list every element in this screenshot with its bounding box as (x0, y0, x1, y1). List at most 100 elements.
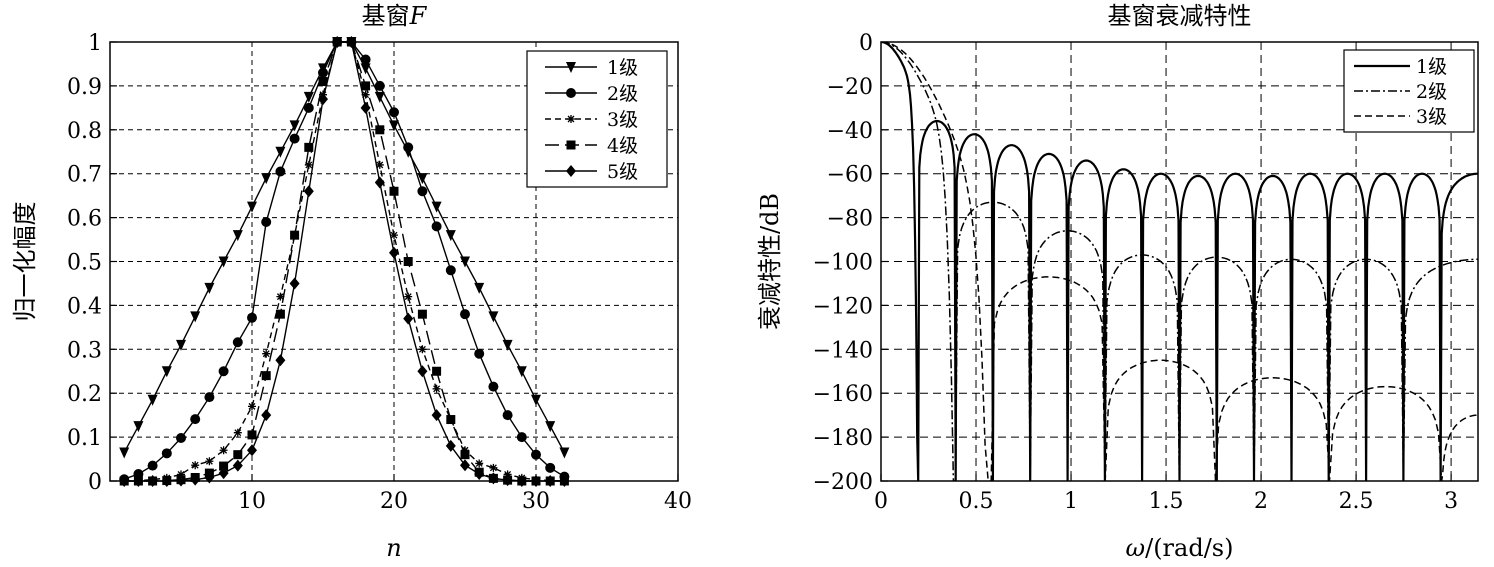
data-point-5 (460, 459, 470, 472)
x-tick-label: 0 (874, 489, 888, 514)
y-tick-label: −20 (827, 75, 873, 100)
data-point-4 (446, 415, 456, 425)
data-point-4 (361, 81, 371, 91)
series-line-1 (881, 42, 1478, 481)
chart-title: 基窗衰减特性 (1108, 2, 1252, 30)
legend-label-1: 1级 (1416, 56, 1447, 78)
data-point-5 (190, 473, 201, 486)
data-point-3 (361, 90, 370, 99)
data-point-2 (261, 216, 272, 227)
y-tick-label: 0.3 (67, 338, 102, 363)
x-tick-label: 1.5 (1149, 489, 1184, 514)
data-point-1 (389, 120, 399, 132)
legend-marker-5 (566, 165, 576, 177)
data-point-5 (389, 246, 399, 259)
legend-marker-1 (566, 62, 576, 73)
data-point-1 (218, 256, 229, 268)
y-axis-label: 归一化幅度 (11, 202, 39, 322)
data-point-1 (531, 394, 541, 406)
data-point-2 (488, 381, 499, 392)
legend-label-3: 3级 (1416, 106, 1447, 128)
data-point-2 (147, 460, 158, 471)
data-point-2 (516, 432, 527, 443)
data-point-4 (389, 186, 399, 196)
x-axis-label: n (386, 534, 401, 562)
data-point-2 (431, 221, 442, 232)
data-point-5 (289, 277, 300, 290)
data-point-2 (232, 337, 243, 348)
legend-label-2: 2级 (1416, 81, 1447, 103)
data-point-3 (276, 292, 285, 301)
data-point-1 (460, 256, 470, 268)
y-tick-label: −140 (813, 338, 873, 363)
x-tick-label: 40 (664, 489, 692, 514)
y-tick-label: −100 (813, 251, 873, 276)
chart-title: 基窗F (362, 2, 428, 30)
data-point-1 (502, 339, 513, 351)
data-point-4 (304, 142, 314, 152)
data-point-1 (147, 394, 158, 406)
data-point-2 (531, 449, 541, 460)
data-point-1 (289, 120, 300, 132)
data-point-2 (318, 67, 328, 78)
x-tick-label: 10 (238, 489, 266, 514)
y-tick-label: 0.5 (67, 251, 102, 276)
data-point-5 (232, 459, 243, 472)
x-tick-label: 1 (1064, 489, 1078, 514)
y-tick-label: 0.4 (67, 294, 102, 319)
data-point-2 (289, 133, 300, 144)
y-tick-label: −60 (827, 163, 873, 188)
y-tick-label: 0.8 (67, 119, 102, 144)
data-point-4 (233, 450, 243, 460)
legend-label-3: 3级 (607, 109, 638, 131)
data-point-1 (176, 339, 186, 351)
data-point-2 (403, 142, 414, 153)
y-tick-label: 0.9 (67, 75, 102, 100)
data-point-4 (403, 257, 413, 266)
data-point-1 (261, 173, 272, 185)
legend: 1级 2级 3级 (1343, 49, 1475, 133)
data-point-1 (374, 91, 385, 103)
y-tick-label: 0 (88, 470, 102, 495)
legend-label-4: 4级 (607, 135, 638, 157)
data-point-4 (219, 461, 229, 471)
y-axis-label: 衰减特性/dB (756, 193, 784, 330)
data-point-3 (262, 349, 271, 358)
chart-window-amplitude: 10 20 30 40 0 0.1 0.2 0.3 0.4 0.5 0.6 0.7 0.8 0.9 1 基窗F… (11, 2, 692, 562)
x-tick-label: 2.5 (1339, 489, 1374, 514)
chart-window-attenuation: 0 0.5 1 1.5 2 2.5 3 0 −20 −40 −60 −80 −100 −120 −140 −1… (756, 2, 1479, 562)
data-point-2 (133, 468, 144, 479)
data-point-5 (431, 409, 442, 422)
data-point-5 (502, 474, 513, 487)
data-point-4 (261, 371, 271, 381)
legend-marker-2 (566, 88, 576, 98)
data-point-5 (247, 444, 257, 457)
data-point-5 (445, 439, 456, 452)
legend-marker-4 (566, 140, 576, 150)
data-point-2 (374, 80, 385, 91)
data-point-5 (474, 467, 485, 480)
x-axis-label-units: /(rad/s) (1145, 534, 1233, 562)
data-point-2 (545, 462, 556, 473)
data-point-1 (275, 146, 286, 158)
x-tick-label: 0.5 (959, 489, 994, 514)
x-tick-label: 2 (1254, 489, 1268, 514)
data-point-3 (375, 160, 384, 169)
y-tick-label: −40 (827, 119, 873, 144)
legend-marker-3 (567, 115, 575, 123)
x-tick-label: 30 (522, 489, 550, 514)
data-point-4 (417, 309, 427, 319)
data-point-3 (404, 292, 413, 301)
y-tick-label: −80 (827, 207, 873, 232)
data-point-4 (432, 366, 442, 376)
data-point-3 (177, 470, 185, 479)
data-point-3 (248, 402, 256, 411)
data-point-5 (417, 365, 428, 378)
data-point-5 (261, 409, 272, 422)
y-tick-label: 0.2 (67, 382, 102, 407)
data-point-3 (390, 231, 398, 240)
legend-label-5: 5级 (607, 161, 638, 183)
data-point-1 (545, 421, 556, 433)
data-point-4 (375, 125, 385, 135)
legend-label-1: 1级 (607, 57, 638, 79)
